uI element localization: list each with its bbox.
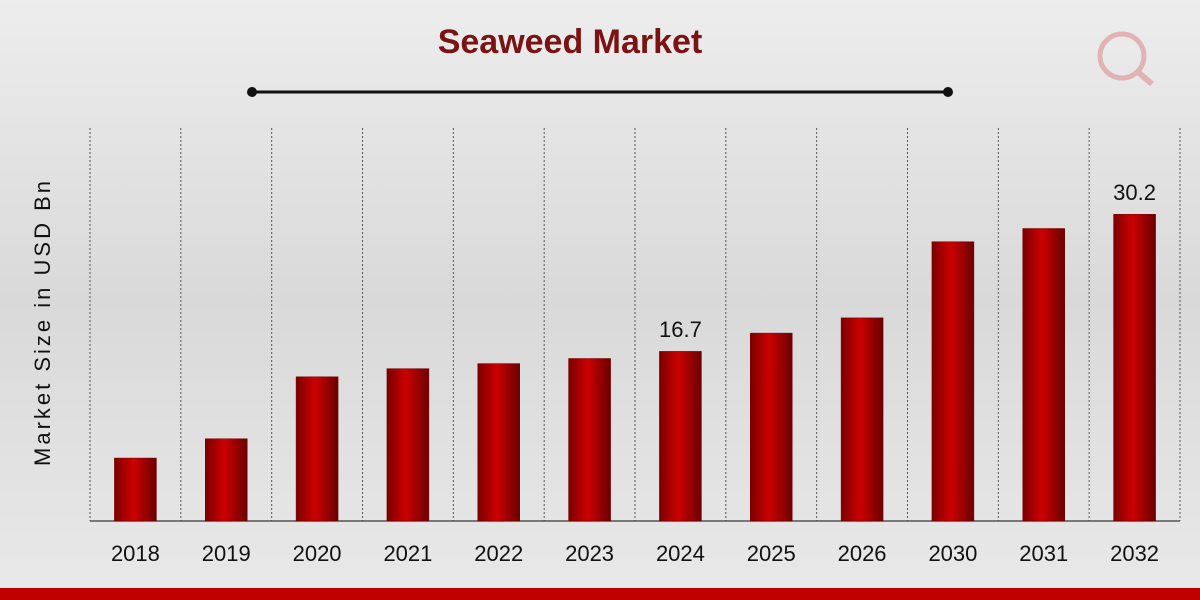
x-tick-label: 2030 (928, 541, 977, 566)
bar (568, 358, 611, 522)
value-label: 30.2 (1113, 180, 1156, 205)
bar (205, 438, 248, 522)
bar (840, 317, 884, 522)
x-tick-label: 2020 (293, 541, 342, 566)
logo (1097, 31, 1154, 87)
bar (931, 241, 975, 522)
bar (386, 368, 430, 522)
x-tick-label: 2019 (202, 541, 251, 566)
bar (477, 363, 520, 522)
bar (295, 376, 339, 522)
x-tick-label: 2018 (111, 541, 160, 566)
x-tick-label: 2023 (565, 541, 614, 566)
bottom-stripe (0, 588, 1200, 600)
title-rule (247, 87, 953, 97)
x-tick-label: 2022 (474, 541, 523, 566)
value-label: 16.7 (659, 317, 702, 342)
bar (659, 351, 702, 522)
x-tick-label: 2031 (1019, 541, 1068, 566)
bar (1022, 228, 1065, 522)
x-tick-label: 2024 (656, 541, 705, 566)
bar (114, 457, 157, 522)
bar (1113, 214, 1156, 522)
bar (750, 332, 793, 522)
x-tick-label: 2026 (838, 541, 887, 566)
x-tick-label: 2032 (1110, 541, 1159, 566)
x-tick-label: 2025 (747, 541, 796, 566)
y-axis-label: Market Size in USD Bn (30, 178, 55, 466)
chart-title: Seaweed Market (438, 23, 703, 61)
x-tick-label: 2021 (383, 541, 432, 566)
